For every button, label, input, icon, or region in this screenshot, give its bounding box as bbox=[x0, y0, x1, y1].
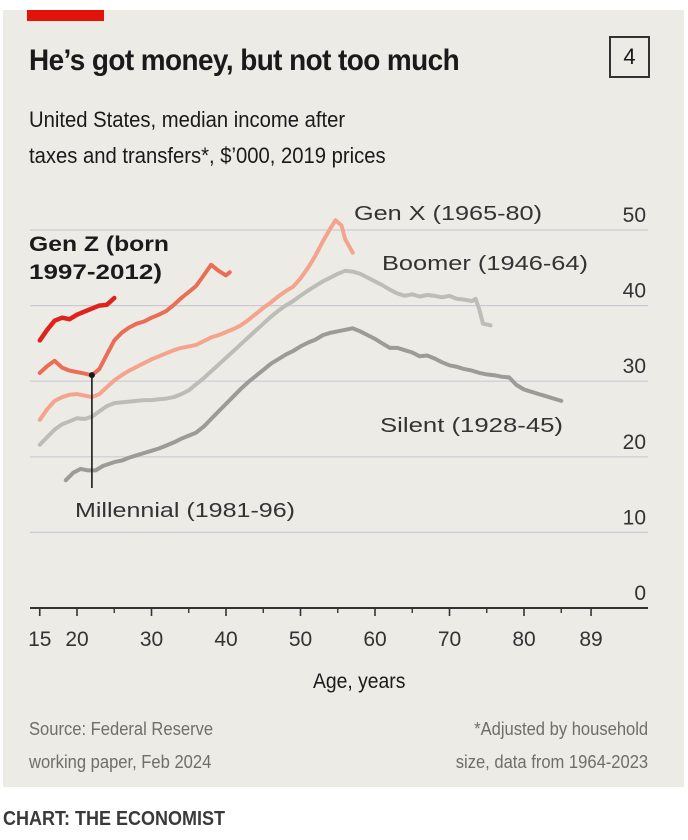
label-gen-z-line2: 1997-2012) bbox=[29, 261, 162, 284]
label-millennial: Millennial (1981-96) bbox=[75, 500, 295, 522]
series-line-gen-z bbox=[37, 295, 117, 343]
x-tick-label-60: 60 bbox=[363, 628, 386, 651]
source-line-1: Source: Federal Reserve bbox=[29, 719, 214, 739]
label-gen-z-line1: Gen Z (born bbox=[29, 233, 169, 256]
label-silent: Silent (1928-45) bbox=[380, 415, 563, 437]
annotations: Gen Z (born 1997-2012) Millennial (1981-… bbox=[29, 203, 588, 522]
series-line-millennial bbox=[37, 262, 232, 378]
x-tick-label-40: 40 bbox=[214, 628, 237, 651]
label-gen-x: Gen X (1965-80) bbox=[354, 203, 542, 225]
millennial-leader-dot bbox=[88, 372, 95, 379]
chart-card bbox=[3, 10, 684, 787]
chart-number-badge: 4 bbox=[609, 36, 650, 78]
y-tick-label-10: 10 bbox=[623, 506, 646, 529]
chart-subtitle: United States, median income after taxes… bbox=[29, 102, 386, 174]
y-tick-label-50: 50 bbox=[623, 204, 646, 227]
x-tick-label-80: 80 bbox=[512, 628, 535, 651]
series-lines bbox=[37, 218, 564, 483]
x-tick-label-50: 50 bbox=[289, 628, 312, 651]
footnote-line-1: *Adjusted by household bbox=[473, 719, 648, 739]
x-tick-label-89: 89 bbox=[579, 628, 602, 651]
x-tick-label-70: 70 bbox=[438, 628, 461, 651]
subtitle-line-1: United States, median income after bbox=[29, 107, 346, 132]
y-tick-label-30: 30 bbox=[623, 355, 646, 378]
x-axis-title: Age, years bbox=[0, 670, 688, 694]
x-axis-title-text: Age, years bbox=[312, 670, 406, 693]
footnote: *Adjusted by household size, data from 1… bbox=[456, 713, 648, 779]
y-tick-label-20: 20 bbox=[623, 431, 646, 454]
footnote-line-2: size, data from 1964-2023 bbox=[455, 752, 648, 772]
x-tick-label-15: 15 bbox=[28, 628, 51, 651]
subtitle-line-2: taxes and transfers*, $’000, 2019 prices bbox=[29, 143, 386, 168]
series-line-silent bbox=[63, 326, 564, 483]
series-line-boomer bbox=[37, 268, 493, 447]
source-line-2: working paper, Feb 2024 bbox=[29, 752, 212, 772]
source-note: Source: Federal Reserve working paper, F… bbox=[29, 713, 213, 779]
economist-red-tag bbox=[27, 10, 104, 21]
chart-title: He’s got money, but not too much bbox=[29, 44, 460, 77]
line-chart: 0 10 20 30 40 50 15 20 30 40 50 60 70 80 89 Gen Z (bo… bbox=[28, 203, 648, 651]
x-axis: 15 20 30 40 50 60 70 80 89 bbox=[28, 607, 648, 651]
series-line-gen-x bbox=[37, 218, 355, 422]
chart-credit: CHART: THE ECONOMIST bbox=[3, 808, 226, 830]
y-tick-label-0: 0 bbox=[634, 582, 646, 605]
x-tick-label-20: 20 bbox=[65, 628, 88, 651]
y-axis-tick-labels: 0 10 20 30 40 50 bbox=[623, 204, 646, 605]
y-tick-label-40: 40 bbox=[623, 280, 646, 303]
x-tick-label-30: 30 bbox=[140, 628, 163, 651]
label-boomer: Boomer (1946-64) bbox=[382, 253, 588, 275]
